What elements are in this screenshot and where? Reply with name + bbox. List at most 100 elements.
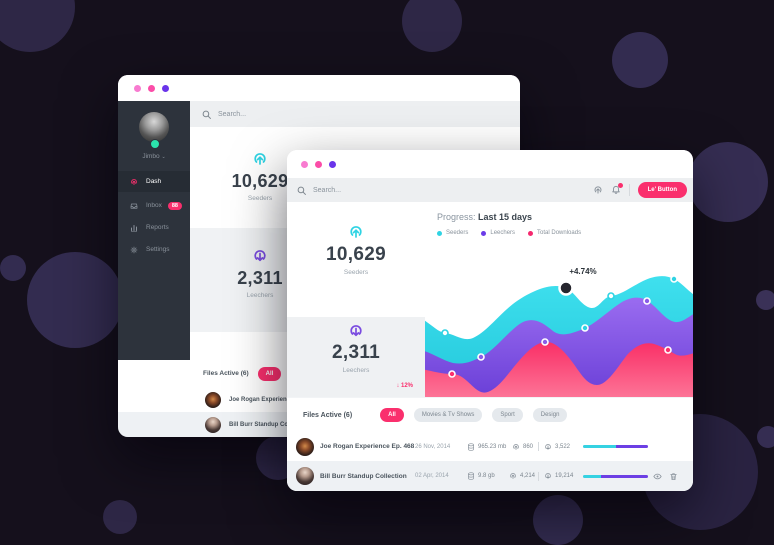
chart-title-prefix: Progress: (437, 212, 476, 222)
files-active-label: Files Active (6) (203, 370, 249, 377)
bg-circle (402, 0, 462, 52)
divider (538, 442, 539, 451)
bg-circle (757, 426, 774, 448)
divider (538, 471, 539, 481)
header-button[interactable]: Le' Button (637, 182, 687, 198)
bg-circle (0, 0, 75, 52)
chart-panel: Progress: Last 15 days Seeders Leechers … (425, 202, 693, 397)
legend-dot (481, 230, 487, 236)
legend-dot (437, 230, 442, 236)
highlight-dot (558, 280, 574, 296)
eye-icon[interactable] (653, 472, 662, 481)
sidebar-item-settings[interactable]: Settings (118, 239, 190, 260)
stat-card-seeders: 10,629 Seeders (287, 202, 425, 317)
cloud-up-icon[interactable] (593, 185, 603, 195)
filter-pill-design[interactable]: Design (532, 408, 568, 422)
legend-item: Seeders (437, 230, 468, 236)
sidebar-item-label: Settings (146, 246, 170, 253)
row-seeders: 4,214 (520, 473, 536, 479)
window-control-dot[interactable] (315, 161, 322, 168)
bg-circle (756, 290, 774, 310)
bell-icon[interactable] (611, 183, 623, 195)
row-size: 965.23 mb (478, 443, 507, 450)
bg-circle (103, 500, 137, 534)
cloud-down-icon (252, 248, 268, 264)
stat-value: 2,311 (332, 342, 380, 363)
stat-card-leechers: 2,311 Leechers ↓ 12% (287, 317, 425, 397)
row-seeders: 860 (523, 443, 534, 450)
sidebar-item-dash[interactable]: Dash (118, 171, 190, 192)
chart-annotation: +4.74% (569, 267, 596, 276)
avatar[interactable] (139, 112, 169, 142)
stat-value: 2,311 (237, 268, 283, 288)
status-dot (150, 139, 160, 149)
chevron-down-icon: ⌄ (161, 154, 166, 160)
top-toolbar: Search... Le' Button (287, 178, 693, 202)
legend-item: Leechers (481, 230, 515, 236)
files-active-bar: Files Active (6) All Movies & Tv Shows S… (287, 397, 693, 432)
search-icon (297, 186, 306, 195)
row-avatar (296, 437, 314, 456)
table-row[interactable]: Bill Burr Standup Collection 02 Apr, 201… (287, 461, 693, 491)
row-title: Joe Rogan Experience Ep. 468 (229, 396, 317, 403)
row-leechers: 3,522 (555, 443, 571, 450)
user-menu[interactable]: Jimbo ⌄ (118, 153, 190, 160)
table-row[interactable]: Joe Rogan Experience Ep. 468 26 Nov, 201… (287, 432, 693, 461)
filter-pill-all[interactable]: All (257, 366, 282, 381)
area-chart: +4.74% (425, 267, 693, 397)
gear-icon (130, 246, 138, 254)
window-control-dot[interactable] (329, 161, 336, 168)
window-control-dot[interactable] (134, 85, 141, 92)
sidebar-item-label: Inbox (146, 202, 162, 209)
row-date: 26 Nov, 2014 (415, 443, 451, 450)
cloud-up-icon (348, 224, 364, 240)
stat-value: 10,629 (326, 244, 386, 265)
window-control-dot[interactable] (301, 161, 308, 168)
bg-circle (27, 252, 123, 348)
window-control-dot[interactable] (162, 85, 169, 92)
stat-label: Leechers (342, 367, 370, 374)
bar-chart-icon (130, 224, 138, 232)
stat-label: Leechers (246, 292, 274, 299)
legend-label: Seeders (446, 230, 469, 236)
stat-delta: ↓ 12% (396, 383, 413, 389)
window-titlebar (287, 150, 693, 178)
search-bar[interactable]: Search... (190, 101, 520, 127)
filter-pill-all[interactable]: All (380, 408, 404, 422)
chart-legend: Seeders Leechers Total Downloads (437, 230, 581, 236)
stat-label: Seeders (247, 195, 273, 202)
notification-dot (617, 183, 623, 188)
cloud-up-icon (252, 151, 268, 167)
divider (628, 184, 630, 196)
database-icon (467, 442, 475, 451)
filter-pill-movies[interactable]: Movies & Tv Shows (413, 408, 483, 422)
back-window: Search... Jimbo ⌄ Dash Inbox 88 (118, 75, 520, 437)
filter-pill-sport[interactable]: Sport (492, 408, 523, 422)
progress-bar (583, 474, 648, 478)
row-avatar (205, 416, 221, 433)
progress-purple (615, 445, 648, 448)
inbox-badge: 88 (167, 201, 182, 210)
inbox-icon (130, 202, 138, 210)
window-control-dot[interactable] (148, 85, 155, 92)
search-icon (202, 110, 211, 119)
chart-title: Progress: Last 15 days (437, 212, 532, 222)
files-active-label: Files Active (6) (303, 411, 353, 419)
progress-cyan (583, 474, 602, 478)
cloud-up-icon (512, 443, 520, 451)
sidebar-item-label: Reports (146, 224, 169, 231)
bg-circle (533, 495, 583, 545)
row-size: 9.8 gb (478, 473, 495, 479)
row-date: 02 Apr, 2014 (415, 473, 449, 479)
sidebar-item-inbox[interactable]: Inbox 88 (118, 195, 190, 216)
cloud-down-icon (544, 472, 552, 480)
stat-label: Seeders (343, 269, 369, 276)
bg-circle (688, 142, 768, 222)
cloud-up-icon (130, 178, 138, 186)
sidebar-item-reports[interactable]: Reports (118, 217, 190, 238)
search-placeholder[interactable]: Search... (313, 186, 342, 194)
stat-value: 10,629 (231, 171, 289, 191)
trash-icon[interactable] (669, 472, 678, 481)
row-avatar (296, 467, 314, 485)
